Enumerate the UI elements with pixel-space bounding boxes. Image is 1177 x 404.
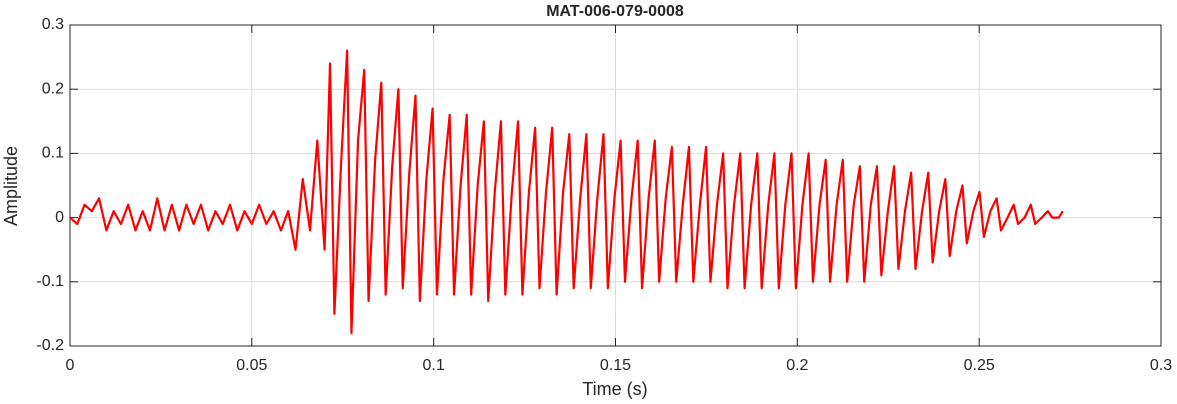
x-axis-label: Time (s) (582, 379, 647, 399)
chart-title: MAT-006-079-0008 (546, 3, 684, 20)
x-tick-label: 0.05 (236, 357, 267, 374)
x-tick-label: 0.15 (600, 357, 631, 374)
y-tick-label: 0.3 (42, 16, 64, 33)
waveform-line (69, 49, 1064, 335)
y-tick-label: -0.2 (36, 337, 64, 354)
x-tick-label: 0.2 (786, 357, 808, 374)
x-tick-label: 0.25 (964, 357, 995, 374)
y-tick-label: 0 (55, 209, 64, 226)
plot-frame (69, 24, 1162, 347)
y-tick-label: 0.2 (42, 80, 64, 97)
y-tick-label: -0.1 (36, 273, 64, 290)
x-tick-label: 0.1 (423, 357, 445, 374)
x-tick-label: 0.3 (1150, 357, 1172, 374)
x-tick-label: 0 (66, 357, 75, 374)
y-axis-label: Amplitude (1, 146, 21, 226)
y-tick-label: 0.1 (42, 145, 64, 162)
